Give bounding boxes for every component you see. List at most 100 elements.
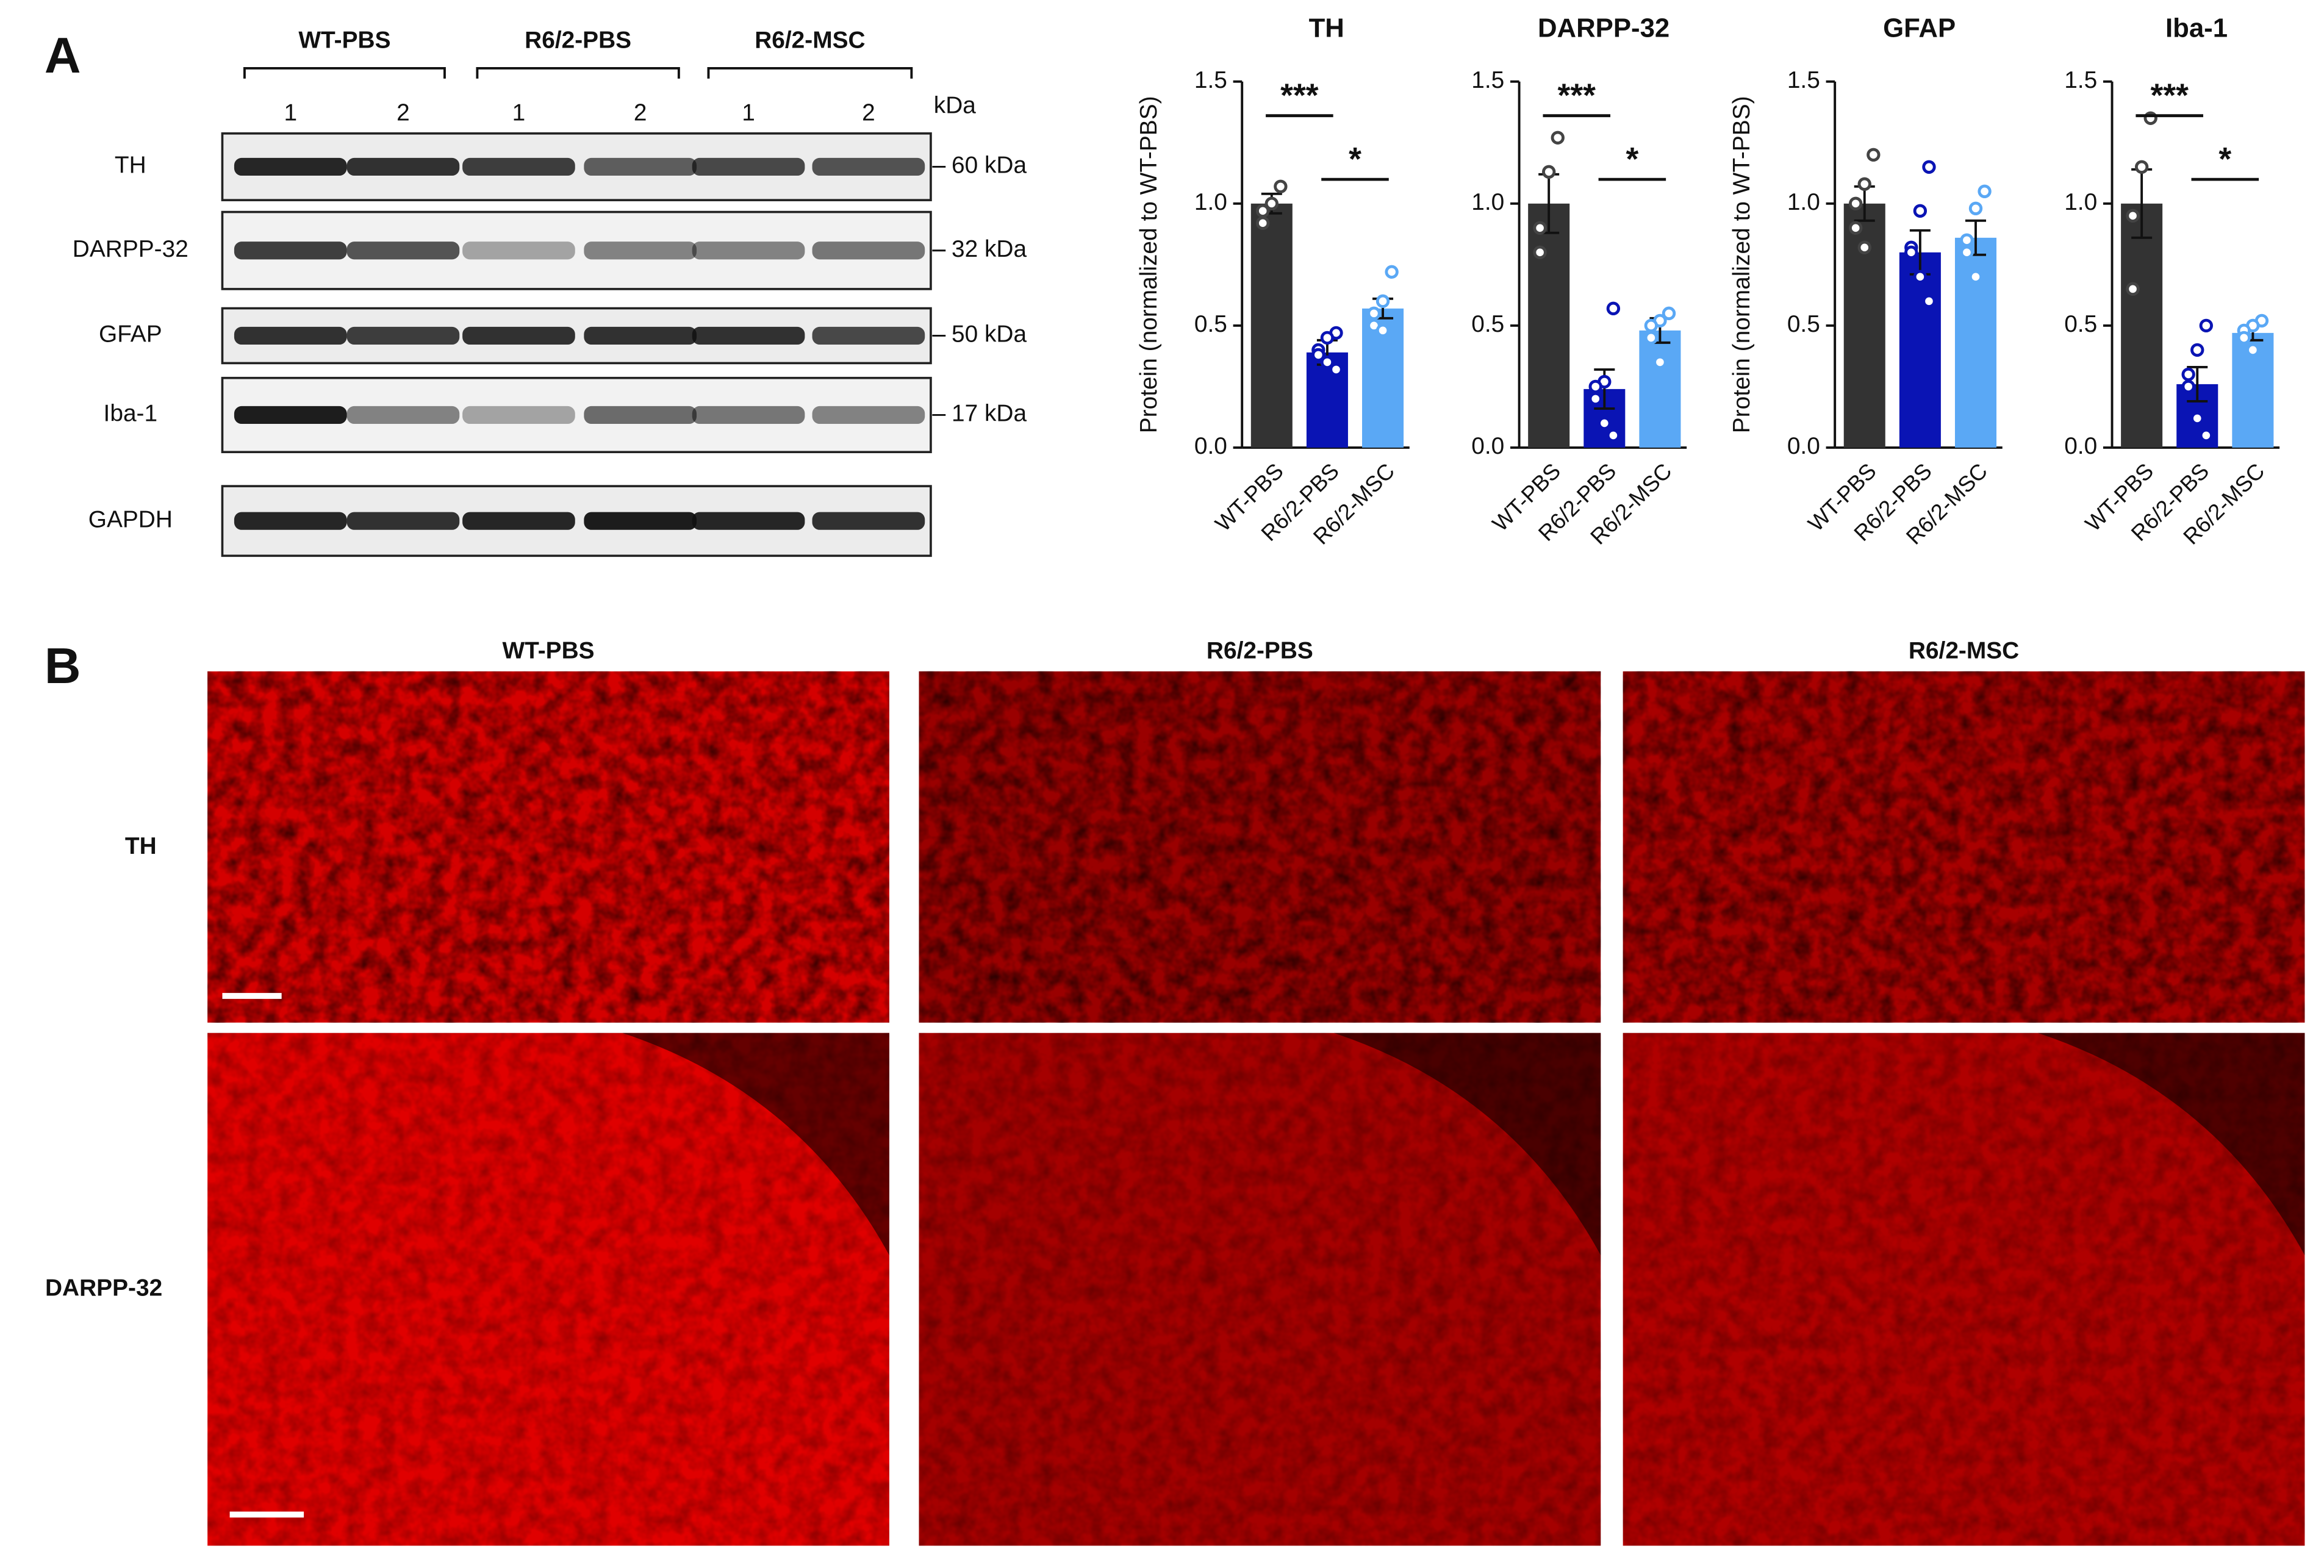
y-tick-label: 0.5 bbox=[1787, 311, 1820, 337]
significance-label: * bbox=[1349, 141, 1361, 177]
y-axis-label: Protein (normalized to WT-PBS) bbox=[1136, 96, 1162, 433]
band bbox=[346, 406, 460, 424]
data-point bbox=[1606, 301, 1621, 316]
band bbox=[462, 326, 575, 345]
band bbox=[812, 326, 925, 345]
micrograph-texture bbox=[1623, 671, 2305, 1023]
data-point bbox=[1598, 416, 1612, 431]
data-point bbox=[1960, 245, 1974, 260]
data-point bbox=[1542, 165, 1556, 179]
band bbox=[462, 157, 575, 176]
band bbox=[692, 157, 805, 176]
band bbox=[462, 512, 575, 530]
band bbox=[584, 242, 697, 260]
y-tick-label: 1.5 bbox=[1471, 67, 1504, 93]
band bbox=[234, 326, 347, 345]
band bbox=[346, 242, 460, 260]
data-point bbox=[1375, 323, 1390, 338]
group-bracket bbox=[476, 66, 680, 79]
data-point bbox=[1968, 201, 1983, 215]
y-tick-label: 0.5 bbox=[1471, 311, 1504, 337]
chart-title: Iba-1 bbox=[2165, 13, 2228, 43]
data-point bbox=[1533, 245, 1547, 260]
data-point bbox=[2199, 428, 2214, 443]
y-tick-label: 0.5 bbox=[1194, 311, 1227, 337]
band bbox=[812, 512, 925, 530]
lane-number: 2 bbox=[634, 99, 647, 126]
data-point bbox=[1960, 233, 1974, 248]
data-point bbox=[1644, 318, 1659, 333]
data-point bbox=[1653, 355, 1667, 370]
tissue-edge bbox=[2038, 1033, 2305, 1256]
panel-letter: B bbox=[45, 637, 81, 694]
micrograph-texture bbox=[207, 1033, 889, 1546]
column-label: R6/2-PBS bbox=[1207, 638, 1313, 664]
size-label: 60 kDa bbox=[952, 152, 1027, 179]
micrograph-texture bbox=[919, 671, 1601, 1023]
data-point bbox=[1968, 270, 1983, 284]
y-tick-label: 1.5 bbox=[2064, 67, 2097, 93]
y-tick-label: 0.5 bbox=[2064, 311, 2097, 337]
data-point bbox=[1588, 379, 1602, 394]
band bbox=[462, 242, 575, 260]
data-point bbox=[1311, 348, 1325, 362]
group-bracket bbox=[243, 66, 446, 79]
y-tick-label: 0.0 bbox=[1787, 433, 1820, 459]
band bbox=[812, 406, 925, 424]
data-point bbox=[1913, 270, 1928, 284]
data-point bbox=[1264, 196, 1279, 210]
data-point bbox=[2181, 367, 2195, 382]
bar bbox=[2121, 203, 2163, 448]
y-tick-label: 1.5 bbox=[1194, 67, 1227, 93]
band bbox=[346, 512, 460, 530]
data-point bbox=[2126, 282, 2140, 296]
data-point bbox=[1367, 306, 1381, 321]
row-label: GAPDH bbox=[88, 506, 173, 532]
band bbox=[584, 326, 697, 345]
band bbox=[234, 242, 347, 260]
y-tick-label: 1.5 bbox=[1787, 67, 1820, 93]
band bbox=[692, 326, 805, 345]
y-tick-label: 1.0 bbox=[2064, 189, 2097, 215]
data-point bbox=[1551, 131, 1565, 145]
data-point bbox=[1662, 306, 1676, 321]
band bbox=[692, 512, 805, 530]
error-bar bbox=[2187, 365, 2208, 403]
significance-label: * bbox=[2218, 141, 2231, 177]
y-axis-label: Protein (normalized to WT-PBS) bbox=[1729, 96, 1755, 433]
band bbox=[812, 242, 925, 260]
significance-label: *** bbox=[1558, 78, 1596, 114]
band bbox=[692, 242, 805, 260]
size-label: 17 kDa bbox=[952, 401, 1027, 427]
data-point bbox=[1857, 240, 1871, 255]
data-point bbox=[2246, 343, 2260, 357]
band bbox=[692, 406, 805, 424]
size-label: 32 kDa bbox=[952, 236, 1027, 262]
row-label: Iba-1 bbox=[104, 401, 158, 427]
row-label: DARPP-32 bbox=[45, 1275, 162, 1301]
significance-label: *** bbox=[1280, 78, 1319, 114]
data-point bbox=[1329, 362, 1343, 377]
column-label: R6/2-MSC bbox=[1909, 638, 2019, 664]
data-point bbox=[2237, 331, 2251, 345]
bar bbox=[1639, 330, 1681, 448]
y-tick-label: 0.0 bbox=[1194, 433, 1227, 459]
data-point bbox=[2181, 379, 2195, 394]
row-label: DARPP-32 bbox=[73, 236, 188, 262]
column-label: WT-PBS bbox=[502, 638, 594, 664]
data-point bbox=[1385, 265, 1399, 279]
data-point bbox=[1375, 294, 1390, 309]
lane-number: 1 bbox=[512, 99, 526, 126]
data-point bbox=[1857, 177, 1871, 191]
y-tick-label: 0.0 bbox=[1471, 433, 1504, 459]
unit-label: kDa bbox=[934, 92, 976, 118]
micrograph-texture bbox=[919, 1033, 1601, 1546]
chart-title: DARPP-32 bbox=[1538, 13, 1669, 43]
group-label: R6/2-PBS bbox=[525, 27, 631, 53]
band bbox=[346, 326, 460, 345]
data-point bbox=[1320, 355, 1335, 370]
band bbox=[346, 157, 460, 176]
y-tick-label: 0.0 bbox=[2064, 433, 2097, 459]
significance-label: * bbox=[1626, 141, 1638, 177]
